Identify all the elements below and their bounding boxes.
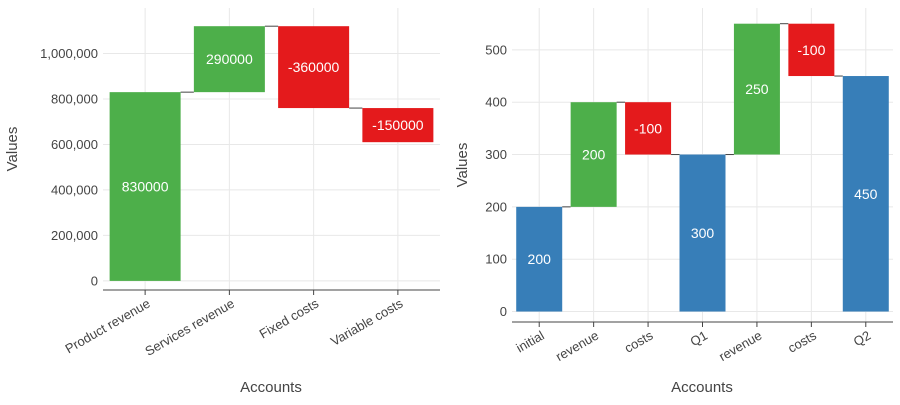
y-axis-title: Values (454, 143, 471, 188)
y-tick-label: 200 (485, 199, 507, 214)
y-tick-label: 600,000 (51, 137, 98, 152)
bar-increase (193, 26, 265, 93)
y-tick-label: 1,000,000 (40, 46, 98, 61)
bar-value-label: 250 (745, 81, 769, 97)
x-tick-label: Fixed costs (257, 295, 322, 341)
x-tick-label: Product revenue (63, 296, 153, 357)
bar-value-label: 200 (582, 147, 606, 163)
bar-value-label: 450 (854, 186, 878, 202)
y-tick-label: 400,000 (51, 182, 98, 197)
bar-decrease (362, 108, 434, 143)
x-tick-label: revenue (553, 328, 601, 364)
x-tick-label: Variable costs (328, 295, 406, 349)
bar-increase (570, 102, 617, 207)
bar-total (516, 206, 563, 312)
bar-value-label: 200 (528, 251, 552, 267)
x-tick-label: costs (622, 327, 656, 355)
bar-value-label: -360000 (288, 59, 340, 75)
x-tick-label: costs (785, 327, 819, 355)
y-tick-label: 200,000 (51, 228, 98, 243)
bar-decrease (788, 23, 835, 77)
bar-decrease (278, 26, 350, 109)
x-tick-label: Services revenue (142, 296, 236, 359)
bar-value-label: 300 (691, 225, 715, 241)
y-tick-label: 100 (485, 252, 507, 267)
x-tick-label: initial (514, 328, 547, 356)
bar-increase (733, 23, 780, 155)
bar-value-label: 830000 (122, 179, 169, 195)
x-tick-label: revenue (716, 328, 764, 364)
bar-value-label: 290000 (206, 51, 253, 67)
y-tick-label: 500 (485, 42, 507, 57)
bar-value-label: -150000 (372, 117, 424, 133)
x-tick-label: Q1 (687, 328, 710, 350)
bar-value-label: -100 (797, 42, 825, 58)
bar-total (842, 76, 889, 312)
bar-value-label: -100 (634, 120, 662, 136)
y-tick-label: 300 (485, 147, 507, 162)
bar-decrease (625, 102, 672, 155)
y-axis-title: Values (4, 127, 21, 172)
y-tick-label: 0 (500, 304, 507, 319)
y-tick-label: 400 (485, 95, 507, 110)
x-tick-label: Q2 (851, 328, 874, 350)
y-tick-label: 800,000 (51, 91, 98, 106)
x-axis-title: Accounts (240, 379, 302, 396)
x-axis-title: Accounts (671, 379, 733, 396)
bar-total (679, 154, 726, 312)
y-tick-label: 0 (91, 273, 98, 288)
bar-increase (109, 92, 181, 281)
